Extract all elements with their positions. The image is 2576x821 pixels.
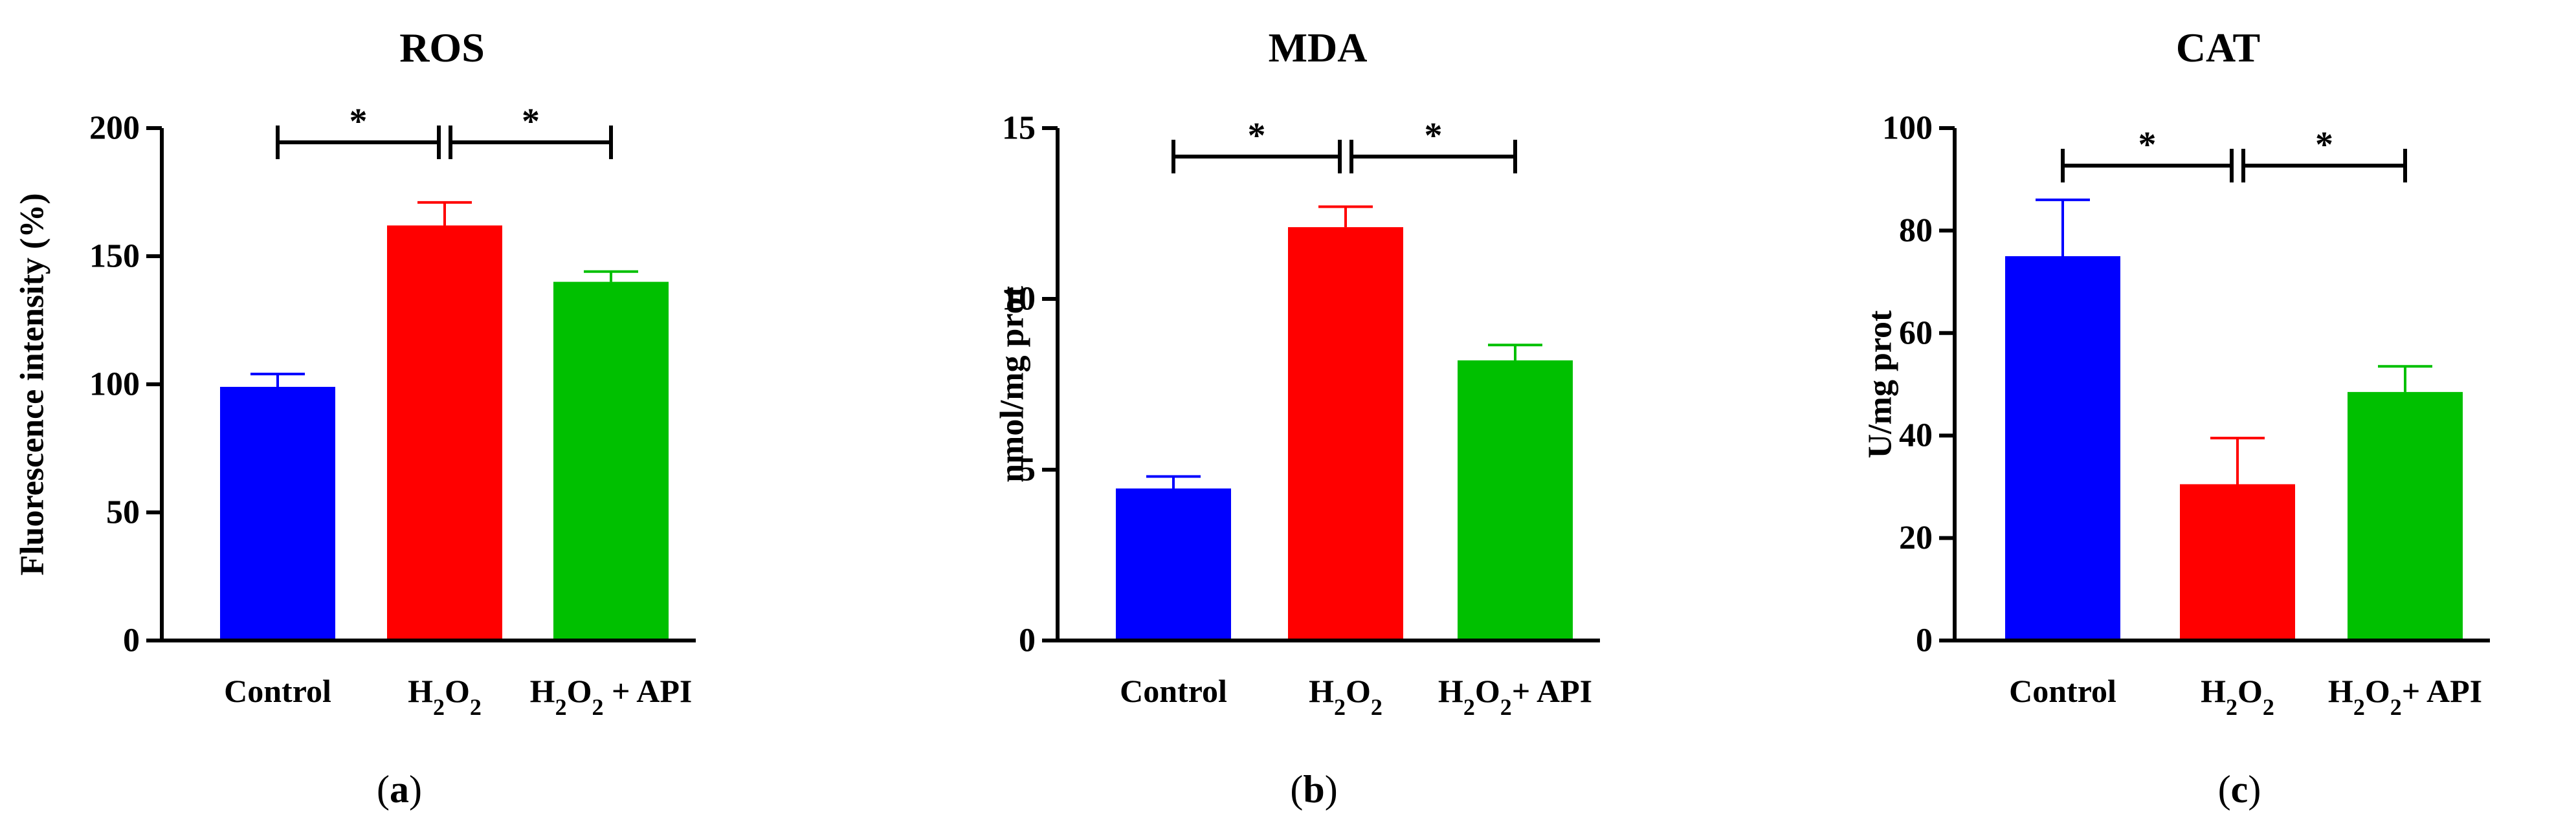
significance-label: * xyxy=(1248,116,1266,156)
x-tick-label: Control xyxy=(1120,673,1227,709)
significance-label: * xyxy=(2315,125,2333,165)
x-tick-label: H2O2 + API xyxy=(530,673,693,720)
significance-label: * xyxy=(350,102,368,142)
chart-title: CAT xyxy=(2176,25,2260,71)
y-axis-label: U/mg prot xyxy=(1862,310,1899,458)
bar xyxy=(1288,227,1403,640)
y-tick-label: 0 xyxy=(1916,622,1933,659)
y-tick-label: 10 xyxy=(1002,281,1036,318)
y-tick-label: 50 xyxy=(106,494,140,531)
significance-label: * xyxy=(1425,116,1443,156)
y-tick-label: 200 xyxy=(89,110,140,147)
y-tick-label: 15 xyxy=(1002,110,1036,147)
y-axis-label: Fluorescence intensity (%) xyxy=(14,193,51,575)
significance-label: * xyxy=(522,102,540,142)
x-tick-label: H2O2 xyxy=(408,673,482,720)
bar xyxy=(2180,484,2295,640)
bar xyxy=(1116,488,1231,640)
x-tick-label: Control xyxy=(224,673,331,709)
y-tick-label: 80 xyxy=(1899,212,1933,249)
y-tick-label: 20 xyxy=(1899,520,1933,556)
panel-label: (b) xyxy=(1290,768,1337,811)
y-tick-label: 100 xyxy=(89,366,140,403)
panel-label: (a) xyxy=(377,768,422,811)
x-tick-label: Control xyxy=(2009,673,2116,709)
bar xyxy=(2348,391,2463,640)
chart-title: MDA xyxy=(1269,25,1368,71)
y-axis-label: nmol/mg prot xyxy=(994,285,1031,483)
y-tick-label: 150 xyxy=(89,238,140,275)
chart-panel-1: ROS Fluorescence intensity (%) 0 50 100 150 20… xyxy=(14,25,696,811)
x-tick-label: H2O2 xyxy=(2201,673,2274,720)
panel-label: (c) xyxy=(2218,768,2261,811)
chart-panel-3: CAT U/mg prot 0 20 40 60 80 100 Control H2O2 H2O2+… xyxy=(1862,25,2490,811)
bar xyxy=(1458,360,1573,640)
y-tick-label: 0 xyxy=(123,622,140,659)
significance-label: * xyxy=(2138,125,2157,165)
bar xyxy=(2005,256,2120,640)
y-tick-label: 60 xyxy=(1899,314,1933,351)
bar xyxy=(387,225,502,641)
x-tick-label: H2O2+ API xyxy=(2328,673,2482,720)
chart-panel-2: MDA nmol/mg prot 0 5 10 15 Control H2O2 H2O2+ AP… xyxy=(994,25,1600,811)
y-tick-label: 5 xyxy=(1019,452,1036,488)
y-tick-label: 40 xyxy=(1899,417,1933,454)
chart-title: ROS xyxy=(399,25,485,71)
y-tick-label: 0 xyxy=(1019,622,1036,659)
y-tick-label: 100 xyxy=(1882,110,1933,147)
x-tick-label: H2O2 xyxy=(1309,673,1382,720)
bar xyxy=(220,386,335,640)
bar xyxy=(553,281,669,641)
x-tick-label: H2O2+ API xyxy=(1438,673,1592,720)
